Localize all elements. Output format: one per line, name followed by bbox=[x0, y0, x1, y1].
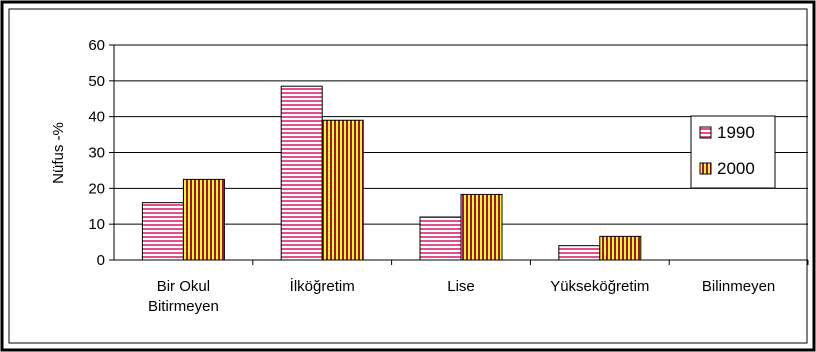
bar-2000-3 bbox=[599, 235, 642, 261]
y-tick-label: 50 bbox=[88, 73, 105, 90]
x-tick-label: Bir Okul bbox=[157, 278, 210, 295]
bar-1990-2 bbox=[419, 216, 462, 261]
y-tick-label: 20 bbox=[88, 180, 105, 197]
y-axis-ticks: 0 10 20 30 40 50 60 bbox=[88, 37, 114, 269]
bar-2000-1 bbox=[321, 119, 364, 261]
legend-swatch-1990 bbox=[699, 126, 712, 139]
y-axis-label: Nüfus -% bbox=[50, 122, 67, 184]
bar-1990-3 bbox=[558, 245, 601, 261]
bar-1990-1 bbox=[280, 85, 323, 261]
legend-swatch-2000 bbox=[699, 162, 712, 175]
legend-label-2000: 2000 bbox=[717, 159, 755, 178]
x-tick-label: Lise bbox=[447, 278, 475, 295]
x-tick-label: Yükseköğretim bbox=[550, 278, 649, 295]
y-tick-label: 40 bbox=[88, 109, 105, 126]
x-tick-label: Bilinmeyen bbox=[702, 278, 775, 295]
inner-border bbox=[8, 8, 808, 344]
x-axis-labels: Bir Okul Bitirmeyen İlköğretim Lise Yükseköğ… bbox=[148, 260, 809, 315]
y-tick-label: 60 bbox=[88, 37, 105, 54]
bar-2000-2 bbox=[460, 193, 503, 261]
y-tick-label: 0 bbox=[97, 252, 105, 269]
bar-2000-0 bbox=[182, 178, 225, 261]
bars bbox=[141, 85, 642, 261]
y-tick-label: 10 bbox=[88, 216, 105, 233]
legend-label-1990: 1990 bbox=[717, 123, 755, 142]
bar-1990-0 bbox=[141, 202, 184, 261]
legend: 1990 2000 bbox=[690, 115, 776, 189]
x-tick-label: Bitirmeyen bbox=[148, 298, 219, 315]
x-tick-label: İlköğretim bbox=[290, 277, 355, 295]
y-tick-label: 30 bbox=[88, 145, 105, 162]
